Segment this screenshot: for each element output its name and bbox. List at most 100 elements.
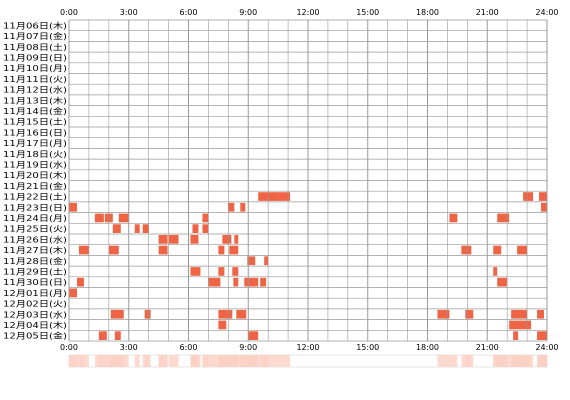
activity-block-27-5 bbox=[465, 309, 474, 319]
date-label: 11月13日(木) bbox=[3, 95, 67, 105]
date-label: 11月07日(金) bbox=[3, 31, 67, 41]
activity-block-21-2 bbox=[158, 245, 168, 255]
summary-strip-segment bbox=[513, 355, 519, 367]
bottom-tick-label: 3:00 bbox=[120, 343, 138, 352]
bottom-tick-label: 6:00 bbox=[180, 343, 198, 352]
summary-strip-segment bbox=[134, 355, 140, 367]
activity-block-21-6 bbox=[493, 245, 502, 255]
activity-block-22-1 bbox=[264, 256, 269, 266]
activity-block-17-3 bbox=[541, 202, 547, 212]
activity-block-16-2 bbox=[523, 192, 534, 201]
top-tick-label: 3:00 bbox=[120, 8, 138, 17]
date-label: 11月17日(月) bbox=[3, 139, 67, 148]
date-label: 11月26日(水) bbox=[3, 234, 67, 244]
activity-block-20-0 bbox=[158, 235, 168, 244]
activity-block-19-2 bbox=[142, 224, 149, 233]
date-label: 11月21日(金) bbox=[3, 181, 67, 191]
summary-strip-segment bbox=[69, 355, 77, 367]
activity-block-28-0 bbox=[218, 320, 227, 330]
summary-strip-segment bbox=[437, 355, 450, 367]
activity-block-21-3 bbox=[218, 245, 225, 255]
grid bbox=[68, 19, 548, 342]
date-label: 11月15日(土) bbox=[3, 117, 67, 127]
activity-block-21-1 bbox=[108, 245, 119, 255]
bottom-tick-label: 24:00 bbox=[535, 343, 558, 352]
summary-strip-segment bbox=[202, 355, 209, 367]
top-tick-label: 18:00 bbox=[416, 8, 439, 17]
summary-strip-segment bbox=[497, 355, 508, 367]
date-label: 12月05日(金) bbox=[3, 331, 67, 341]
summary-strip-segment bbox=[76, 355, 84, 367]
activity-block-24-1 bbox=[208, 277, 221, 287]
activity-block-25-0 bbox=[69, 288, 77, 298]
date-label: 11月22日(土) bbox=[3, 192, 67, 202]
summary-strip-segment bbox=[98, 355, 107, 367]
activity-block-19-3 bbox=[192, 224, 199, 233]
date-label: 11月16日(日) bbox=[3, 128, 67, 137]
activity-block-18-3 bbox=[202, 213, 209, 223]
activity-block-20-4 bbox=[234, 235, 239, 244]
activity-block-21-5 bbox=[461, 245, 472, 255]
top-tick-label: 21:00 bbox=[476, 8, 499, 17]
activity-block-17-1 bbox=[228, 202, 235, 212]
top-tick-label: 0:00 bbox=[60, 8, 78, 17]
activity-block-29-4 bbox=[537, 331, 547, 340]
date-label: 11月11日(火) bbox=[3, 75, 67, 84]
activity-block-19-1 bbox=[134, 224, 140, 233]
date-label: 12月01日(月) bbox=[3, 289, 67, 298]
date-label: 11月14日(金) bbox=[3, 106, 67, 116]
summary-strip-segment bbox=[509, 355, 532, 367]
date-label: 12月03日(水) bbox=[3, 309, 67, 319]
date-label: 11月20日(木) bbox=[3, 170, 67, 180]
activity-block-18-0 bbox=[94, 213, 104, 223]
top-tick-label: 9:00 bbox=[239, 8, 257, 17]
bottom-tick-label: 21:00 bbox=[476, 343, 499, 352]
date-label: 11月27日(木) bbox=[3, 245, 67, 255]
activity-block-23-0 bbox=[190, 267, 201, 276]
summary-strip-segment bbox=[114, 355, 121, 367]
date-label: 11月30日(日) bbox=[3, 278, 67, 287]
summary-strip-segment bbox=[208, 355, 221, 367]
summary-strip-segment bbox=[168, 355, 179, 367]
date-label: 11月28日(金) bbox=[3, 256, 67, 266]
activity-block-27-7 bbox=[537, 309, 545, 319]
date-label: 11月19日(水) bbox=[3, 159, 67, 169]
summary-strip-segment bbox=[190, 355, 201, 367]
activity-block-20-2 bbox=[190, 235, 199, 244]
activity-block-18-5 bbox=[497, 213, 510, 223]
activity-block-27-3 bbox=[236, 309, 247, 319]
activity-block-20-3 bbox=[222, 235, 232, 244]
activity-block-27-0 bbox=[110, 309, 124, 319]
activity-block-21-4 bbox=[229, 245, 239, 255]
activity-block-24-5 bbox=[497, 277, 508, 287]
date-label: 11月06日(木) bbox=[3, 20, 67, 30]
activity-block-27-6 bbox=[511, 309, 528, 319]
summary-strip-segment bbox=[236, 355, 247, 367]
date-label: 11月18日(火) bbox=[3, 150, 67, 159]
bottom-tick-label: 15:00 bbox=[356, 343, 379, 352]
activity-block-29-2 bbox=[248, 331, 259, 340]
activity-block-19-0 bbox=[112, 224, 121, 233]
activity-block-29-1 bbox=[114, 331, 121, 340]
date-label: 11月29日(土) bbox=[3, 266, 67, 276]
activity-block-17-2 bbox=[240, 202, 246, 212]
activity-block-21-0 bbox=[78, 245, 89, 255]
summary-strip-background bbox=[68, 354, 548, 368]
activity-summary-strip bbox=[68, 354, 548, 368]
top-tick-label: 12:00 bbox=[296, 8, 319, 17]
summary-strip-segment bbox=[104, 355, 113, 367]
activity-block-29-3 bbox=[513, 331, 519, 340]
activity-block-18-4 bbox=[449, 213, 458, 223]
activity-block-29-0 bbox=[98, 331, 107, 340]
activity-block-16-3 bbox=[539, 192, 547, 201]
summary-strip-segment bbox=[218, 355, 227, 367]
activity-block-24-4 bbox=[260, 277, 267, 287]
activity-block-21-7 bbox=[517, 245, 528, 255]
summary-strip-segment bbox=[260, 355, 267, 367]
bottom-time-axis: 0:00 3:00 6:00 9:00 12:00 15:00 18:00 21:00 24:0… bbox=[60, 343, 559, 352]
date-label: 11月12日(水) bbox=[3, 85, 67, 95]
date-label: 12月04日(木) bbox=[3, 320, 67, 330]
activity-block-27-4 bbox=[437, 309, 450, 319]
top-tick-label: 15:00 bbox=[356, 8, 379, 17]
activity-block-19-4 bbox=[202, 224, 209, 233]
